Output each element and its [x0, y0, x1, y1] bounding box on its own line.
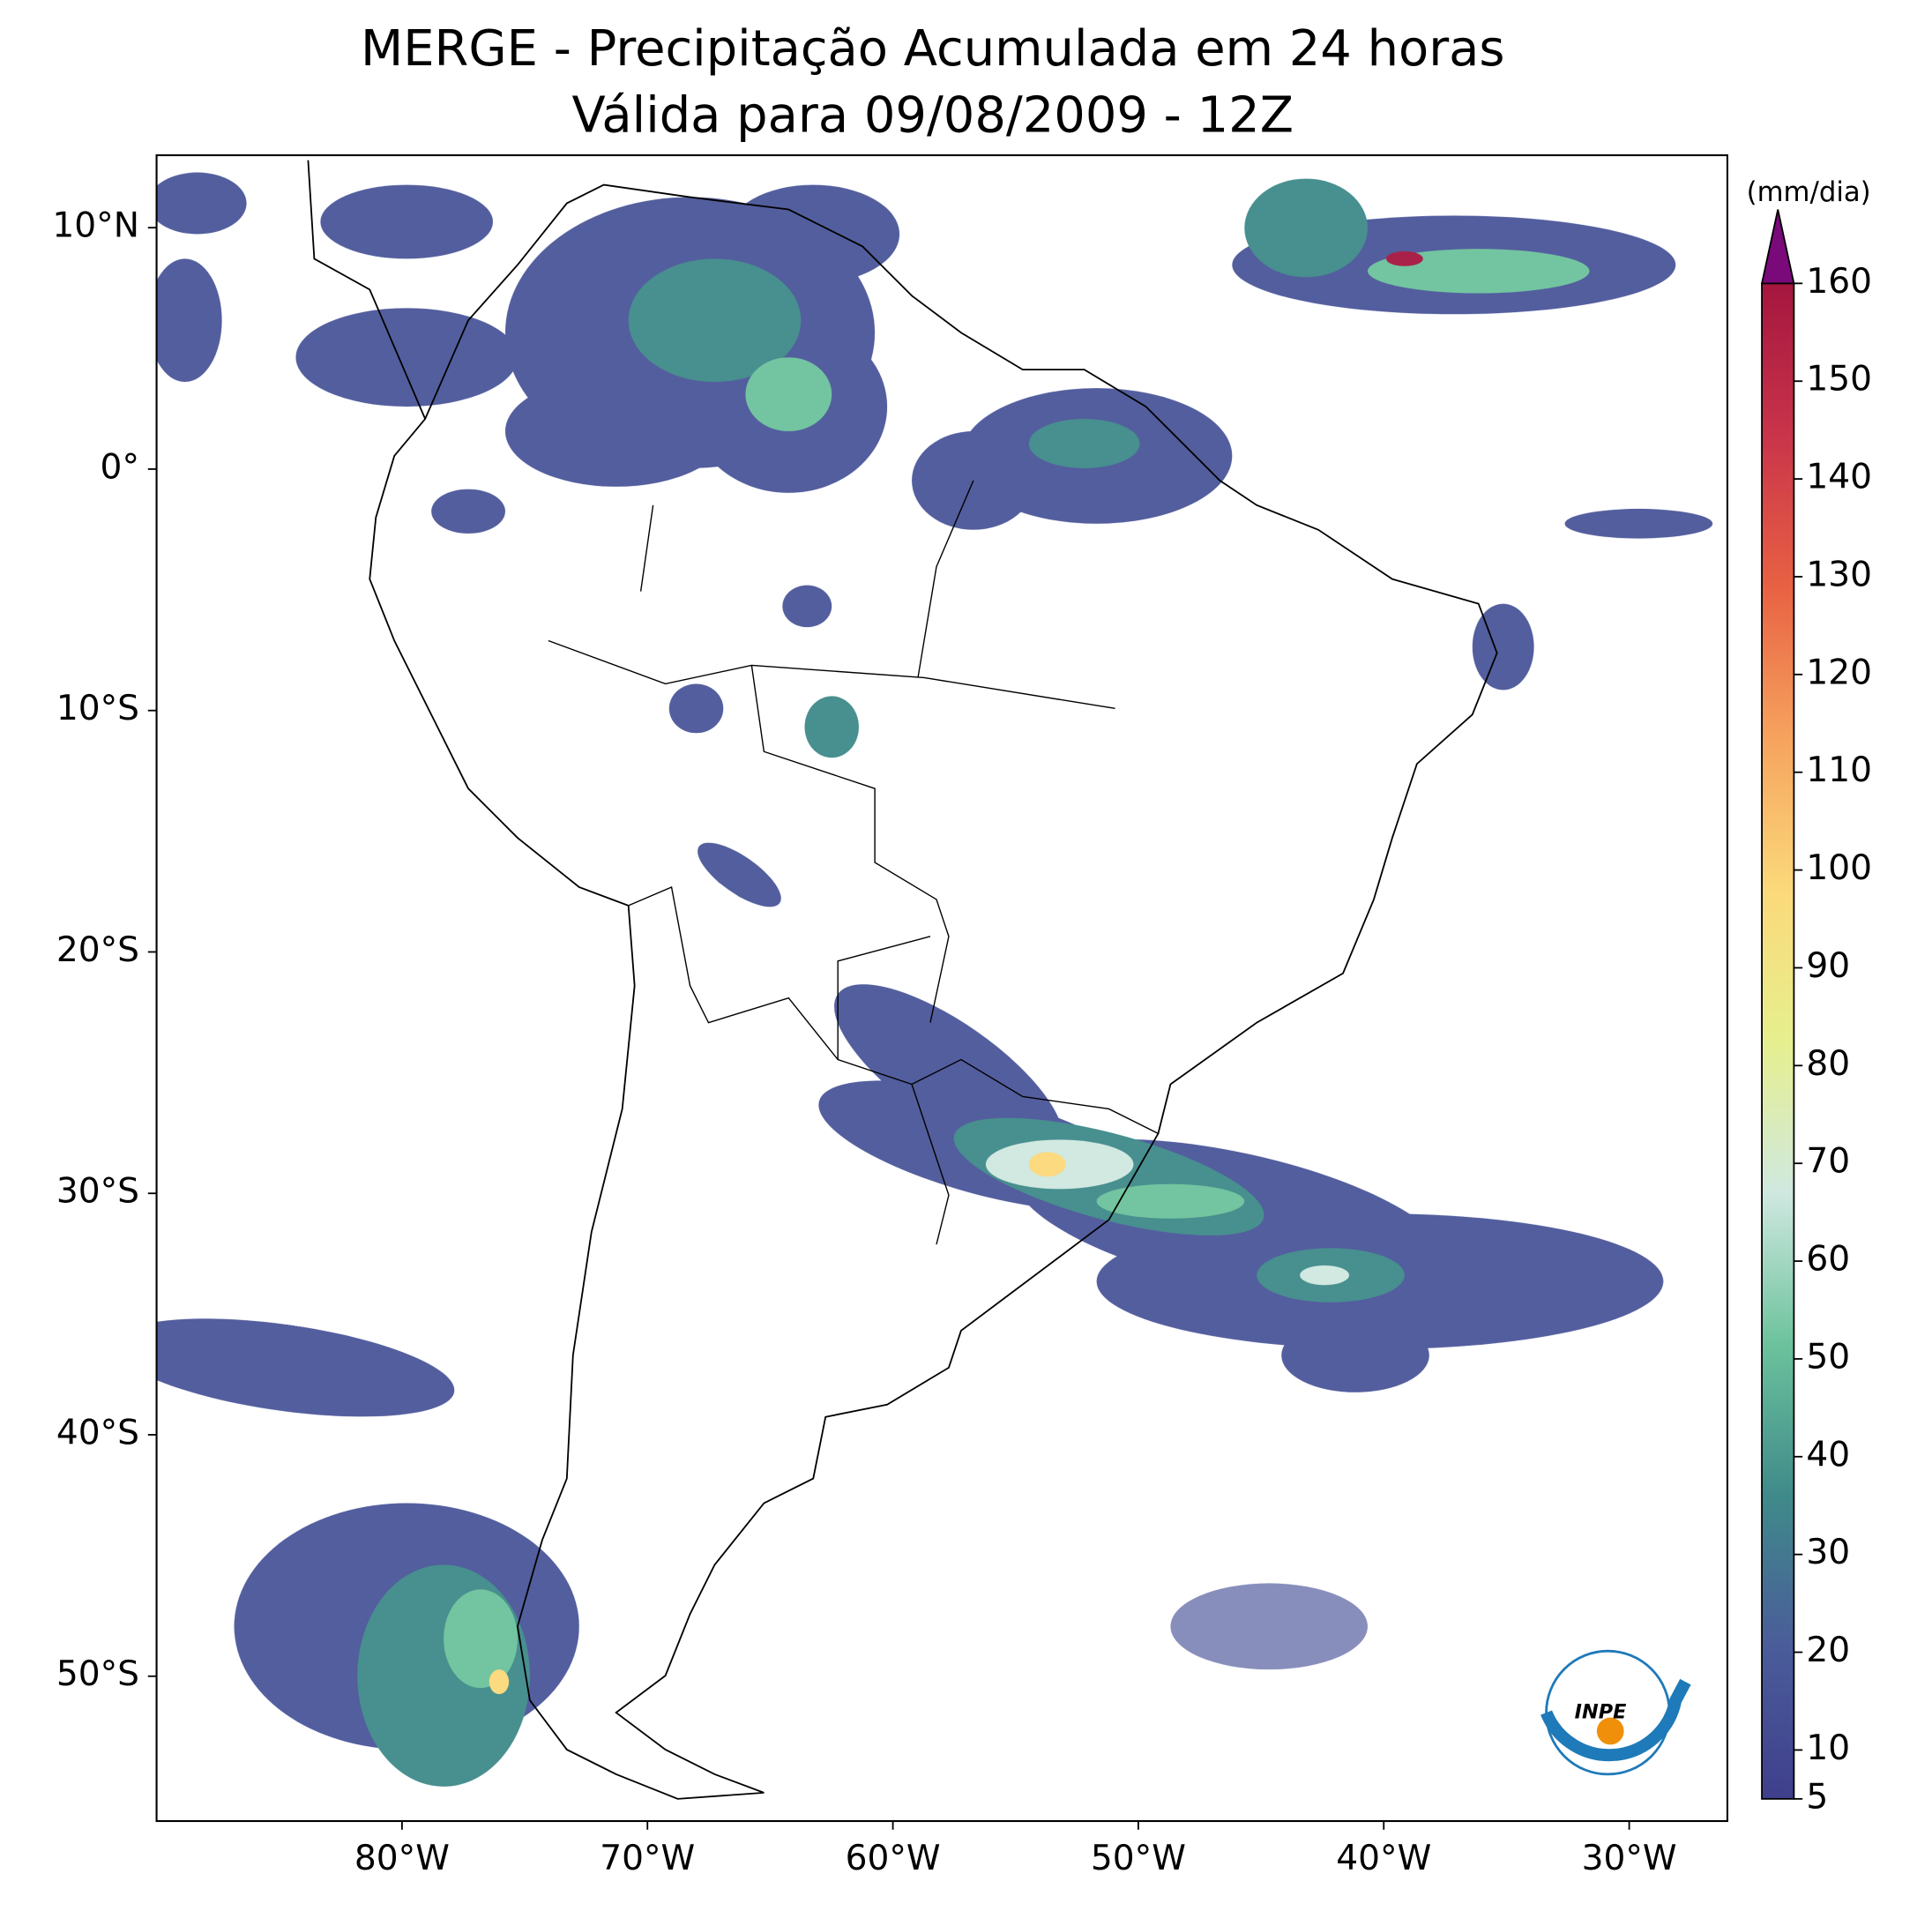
colorbar-tick-label: 60 [1806, 1240, 1850, 1280]
colorbar-tick-label: 140 [1806, 458, 1872, 497]
colorbar-tick-label: 110 [1806, 750, 1872, 790]
colorbar-tick-label: 100 [1806, 848, 1872, 888]
logo: INPE [1540, 1649, 1691, 1776]
x-tick-label: 70°W [600, 1839, 695, 1878]
colorbar-tick-label: 5 [1806, 1777, 1828, 1817]
y-tick-label: 10°S [56, 689, 139, 728]
colorbar-tick-label: 150 [1806, 360, 1872, 399]
y-tick-label: 30°S [56, 1172, 139, 1212]
colorbar-tick-label: 50 [1806, 1337, 1850, 1377]
colorbar-tick-label: 130 [1806, 555, 1872, 594]
colorbar-tick-label: 70 [1806, 1142, 1850, 1182]
colorbar-tick-label: 80 [1806, 1044, 1850, 1084]
map-subtitle: Válida para 09/08/2009 - 12Z [572, 86, 1294, 144]
x-tick-label: 50°W [1091, 1839, 1186, 1878]
map-frame [155, 153, 1728, 1823]
colorbar-extension [1760, 209, 1795, 285]
x-tick-label: 40°W [1336, 1839, 1431, 1878]
colorbar-label: (mm/dia) [1747, 176, 1871, 208]
logo-text: INPE [1575, 1701, 1627, 1724]
colorbar-tick-label: 20 [1806, 1631, 1850, 1670]
y-tick-label: 20°S [56, 930, 139, 970]
colorbar-tick-label: 120 [1806, 653, 1872, 692]
colorbar-tick-label: 30 [1806, 1533, 1850, 1572]
precipitation [156, 172, 1713, 1787]
borders [548, 480, 1159, 1245]
map-title: MERGE - Precipitação Acumulada em 24 hor… [361, 20, 1505, 78]
y-tick-label: 50°S [56, 1654, 139, 1694]
x-tick-label: 60°W [846, 1839, 941, 1878]
central-america [307, 160, 426, 420]
y-tick-label: 10°N [52, 206, 139, 246]
x-tick-label: 80°W [354, 1839, 450, 1878]
map-area [156, 160, 1713, 1800]
colorbar-tick-label: 40 [1806, 1435, 1850, 1474]
colorbar [1761, 282, 1795, 1800]
y-tick-label: 0° [101, 447, 139, 487]
colorbar-tick-label: 160 [1806, 262, 1872, 302]
coastline [369, 183, 1498, 1800]
x-tick-label: 30°W [1582, 1839, 1677, 1878]
y-tick-label: 40°S [56, 1413, 139, 1452]
colorbar-tick-label: 10 [1806, 1728, 1850, 1768]
colorbar-tick-label: 90 [1806, 946, 1850, 986]
